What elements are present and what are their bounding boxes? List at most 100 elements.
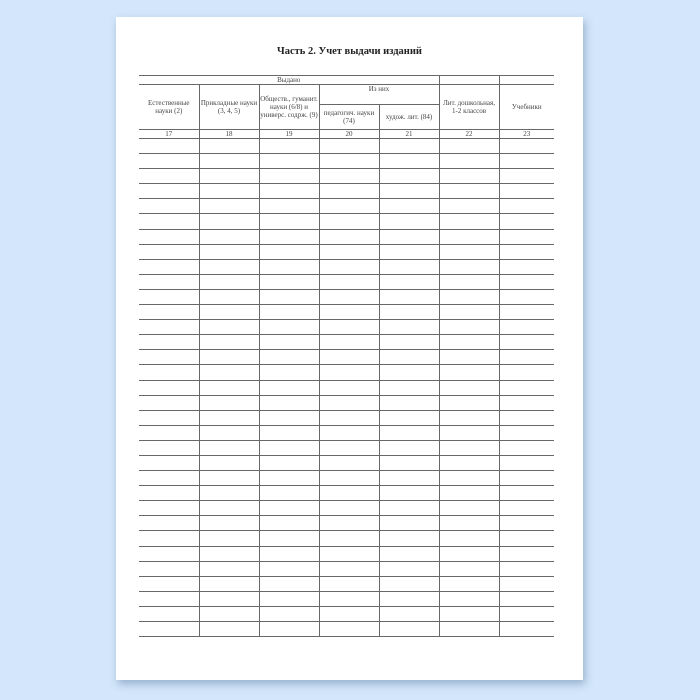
table-cell [438,273,500,290]
table-cell [438,394,500,411]
table-cell [318,334,380,351]
table-cell [318,213,380,230]
table-cell [258,454,320,472]
table-cell [498,228,555,245]
header-textbooks: Учебники [498,84,555,130]
table-cell [139,620,200,638]
table-cell [498,213,555,230]
page-title: Часть 2. Учет выдачи изданий [277,46,422,57]
document-page: Часть 2. Учет выдачи изданий Выдано Есте… [116,17,583,680]
table-cell [378,454,440,472]
table-cell [139,454,200,472]
table-cell [318,228,380,245]
table-cell [378,590,440,607]
table-cell [438,304,500,321]
table-cell [139,500,200,517]
table-cell [498,379,555,396]
table-cell [139,304,200,321]
table-cell [198,319,260,336]
table-cell [198,394,260,411]
table-cell [318,364,380,381]
table-cell [139,258,200,275]
table-cell [378,183,440,200]
table-cell [139,379,200,396]
table-cell [318,500,380,517]
header-natural: Естественные науки (2) [139,84,200,130]
table-cell [318,304,380,321]
table-cell [139,349,200,366]
table-cell [498,485,555,502]
table-cell [438,334,500,351]
table-cell [318,620,380,638]
table-cell [498,304,555,321]
table-cell [378,273,440,290]
issue-table: Выдано Естественные науки (2) Прикладные… [139,75,555,638]
table-cell [318,485,380,502]
table-cell [139,485,200,502]
table-cell [198,183,260,200]
table-cell [258,243,320,260]
table-cell [198,288,260,306]
table-cell [139,153,200,170]
table-cell [318,243,380,260]
table-cell [498,273,555,290]
table-cell [258,575,320,592]
table-cell [498,288,555,306]
table-cell [498,364,555,381]
table-cell [378,319,440,336]
table-row [139,153,555,170]
table-cell [498,183,555,200]
table-cell [498,575,555,592]
table-cell [198,409,260,426]
table-cell [318,560,380,577]
table-cell [438,409,500,426]
table-row [139,409,555,426]
table-cell [378,349,440,366]
table-cell [318,470,380,487]
table-cell [438,485,500,502]
table-row [139,590,555,607]
table-cell [198,560,260,577]
table-cell [378,168,440,185]
table-cell [258,470,320,487]
table-cell [198,228,260,245]
table-cell [198,379,260,396]
table-cell [318,198,380,215]
table-cell [198,530,260,547]
table-cell [198,500,260,517]
table-cell [378,485,440,502]
table-cell [258,183,320,200]
table-cell [438,198,500,215]
table-row [139,273,555,290]
table-cell [258,273,320,290]
table-cell [198,273,260,290]
table-cell [438,515,500,532]
header-blank [498,75,555,85]
table-cell [139,409,200,426]
table-cell [258,424,320,441]
column-number: 21 [378,129,440,139]
table-cell [198,620,260,638]
table-cell [318,319,380,336]
table-cell [378,304,440,321]
table-cell [438,243,500,260]
table-cell [438,319,500,336]
table-row [139,530,555,547]
table-cell [498,605,555,623]
header-fiction: худож. лит. (84) [378,104,440,130]
table-row [139,304,555,321]
table-cell [318,168,380,185]
header-of-them: Из них [318,84,440,105]
column-number: 18 [198,129,260,139]
table-cell [198,515,260,532]
table-row [139,288,555,306]
table-cell [438,454,500,472]
table-row [139,485,555,502]
table-cell [438,213,500,230]
column-number: 23 [498,129,555,139]
header-pedagogical: педагогич. науки (74) [319,104,380,130]
table-cell [318,515,380,532]
table-cell [258,620,320,638]
table-row [139,168,555,185]
table-cell [378,545,440,562]
